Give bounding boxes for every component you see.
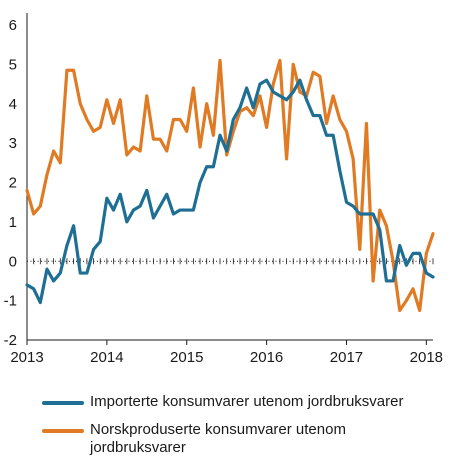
y-tick-label: 2 bbox=[9, 175, 17, 192]
y-axis: 6 5 4 3 2 1 0 -1 -2 bbox=[4, 13, 28, 349]
x-axis: 2013 2014 2015 2016 2017 2018 bbox=[10, 258, 443, 366]
series-line-imported bbox=[25, 78, 435, 305]
y-tick-label: 1 bbox=[9, 214, 17, 231]
y-tick-label: 4 bbox=[9, 96, 17, 113]
chart-plot: 6 5 4 3 2 1 0 -1 -2 2013 2014 2015 2016 2017 2018 bbox=[4, 13, 443, 366]
series-line-domestic bbox=[25, 58, 435, 313]
legend-label-imported: Importerte konsumvarer utenom jordbruksv… bbox=[90, 393, 404, 410]
x-tick-label: 2015 bbox=[170, 349, 203, 366]
y-tick-label: 0 bbox=[9, 253, 17, 270]
legend-swatch-imported bbox=[42, 401, 84, 405]
x-tick-label: 2017 bbox=[330, 349, 363, 366]
x-tick-label: 2013 bbox=[10, 349, 43, 366]
x-tick-label: 2016 bbox=[250, 349, 283, 366]
legend-swatch-domestic bbox=[42, 429, 84, 433]
y-tick-label: -2 bbox=[4, 332, 17, 349]
y-tick-label: 3 bbox=[9, 135, 17, 152]
legend: Importerte konsumvarer utenom jordbruksv… bbox=[42, 393, 442, 467]
x-tick-label: 2018 bbox=[410, 349, 443, 366]
y-tick-label: 6 bbox=[9, 17, 17, 34]
legend-item-imported: Importerte konsumvarer utenom jordbruksv… bbox=[42, 393, 442, 411]
legend-item-domestic: Norskproduserte konsumvarer utenom jordb… bbox=[42, 421, 442, 457]
legend-label-domestic: Norskproduserte konsumvarer utenom jordb… bbox=[90, 421, 346, 456]
x-tick-label: 2014 bbox=[90, 349, 123, 366]
y-tick-label: -1 bbox=[4, 293, 17, 310]
y-tick-label: 5 bbox=[9, 56, 17, 73]
series-lines bbox=[25, 58, 435, 313]
